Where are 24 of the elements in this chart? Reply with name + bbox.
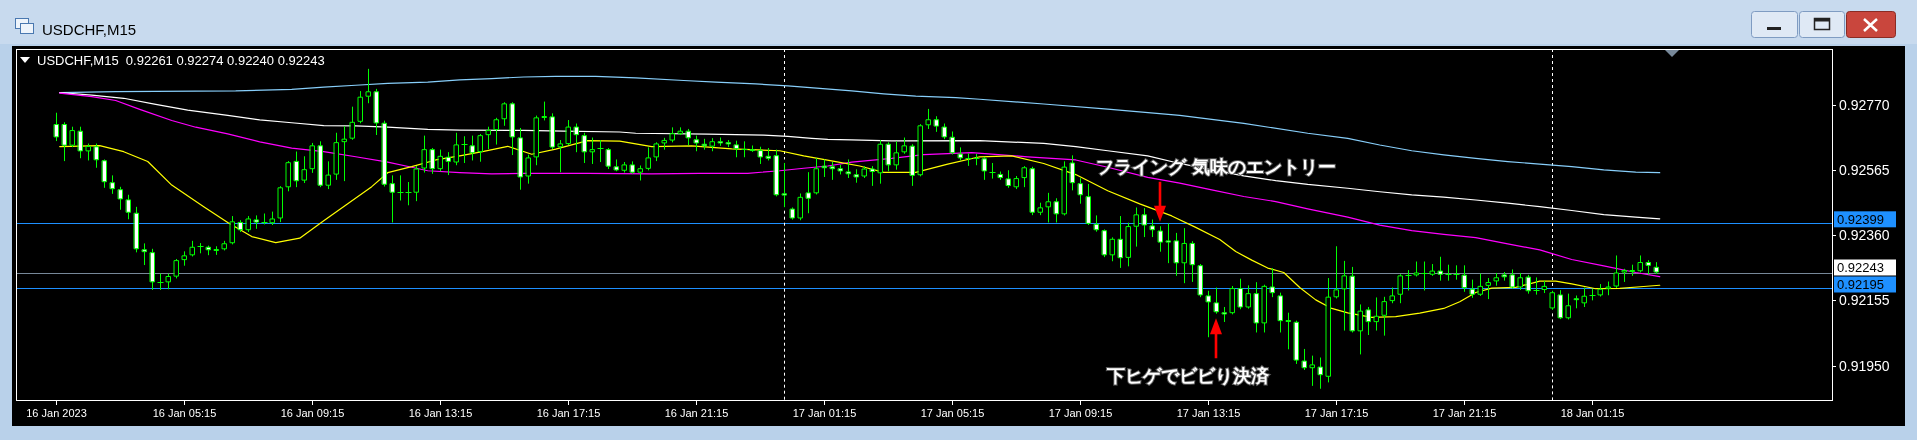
chart-subtitle: USDCHF,M15 0.92261 0.92274 0.92240 0.92243: [37, 52, 325, 68]
y-tick-label: 0.92770: [1839, 96, 1890, 113]
x-tick-label: 17 Jan 17:15: [1304, 407, 1369, 419]
ref-line-label: 0.92195: [1837, 276, 1884, 292]
x-tick-label: 17 Jan 21:15: [1432, 407, 1497, 419]
ref-line-label: 0.92243: [1837, 259, 1884, 275]
x-tick-label: 17 Jan 13:15: [1176, 407, 1241, 419]
x-tick-label: 16 Jan 13:15: [408, 407, 473, 419]
x-tick-label: 16 Jan 05:15: [152, 407, 217, 419]
y-tick-label: 0.92360: [1839, 227, 1890, 244]
ref-line-label: 0.92399: [1837, 211, 1884, 227]
y-tick-label: 0.91950: [1839, 357, 1890, 374]
x-tick-label: 16 Jan 17:15: [536, 407, 601, 419]
annotation: 下ヒゲでビビり決済: [1106, 364, 1270, 386]
x-tick-label: 17 Jan 09:15: [1048, 407, 1113, 419]
x-tick-label: 16 Jan 21:15: [664, 407, 729, 419]
chart-title: USDCHF,M15: [42, 20, 137, 38]
x-tick-label: 16 Jan 2023: [26, 407, 87, 419]
y-tick-label: 0.92565: [1839, 162, 1890, 179]
x-tick-label: 17 Jan 01:15: [792, 407, 857, 419]
y-tick-label: 0.92155: [1839, 292, 1890, 309]
x-tick-label: 18 Jan 01:15: [1560, 407, 1625, 419]
x-tick-label: 16 Jan 09:15: [280, 407, 345, 419]
x-tick-label: 17 Jan 05:15: [920, 407, 985, 419]
